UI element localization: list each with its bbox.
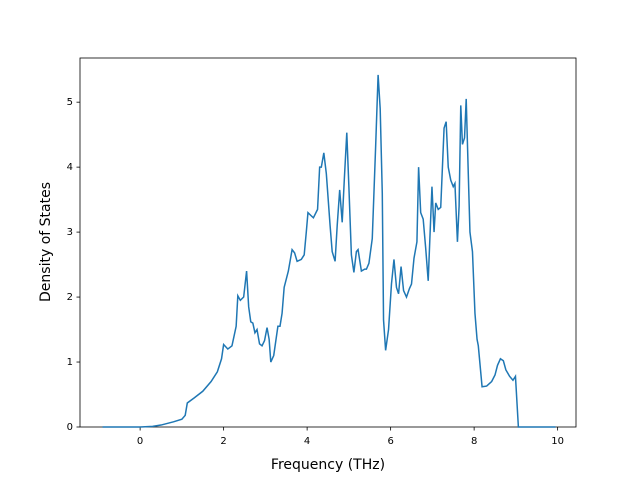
x-tick-label: 0 <box>137 436 143 447</box>
x-tick-label: 6 <box>387 436 393 447</box>
y-tick-label: 5 <box>67 97 73 108</box>
x-axis-label: Frequency (THz) <box>271 457 385 473</box>
y-tick-label: 1 <box>67 357 73 368</box>
x-tick-label: 10 <box>551 436 564 447</box>
x-tick-label: 4 <box>304 436 310 447</box>
plot-frame <box>79 57 577 428</box>
y-tick-label: 4 <box>67 162 73 173</box>
y-tick-label: 0 <box>67 422 73 433</box>
y-axis-label: Density of States <box>38 182 54 302</box>
y-tick-label: 2 <box>67 292 73 303</box>
x-tick-label: 8 <box>471 436 477 447</box>
y-tick-label: 3 <box>67 227 73 238</box>
x-tick-label: 2 <box>220 436 226 447</box>
data-line <box>102 74 556 428</box>
